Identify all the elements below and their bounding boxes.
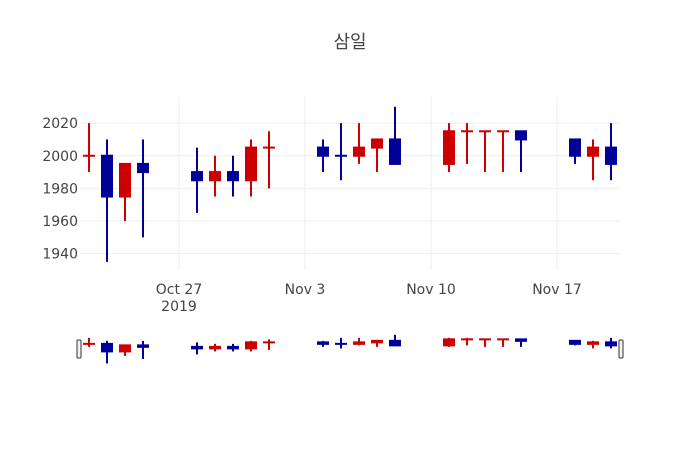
- slider-candle: [497, 338, 509, 347]
- slider-candle: [263, 339, 275, 350]
- y-tick-label: 2000: [42, 149, 78, 165]
- candle[interactable]: [605, 123, 617, 181]
- candle[interactable]: [317, 139, 329, 173]
- slider-candle: [245, 340, 257, 352]
- candle[interactable]: [479, 130, 491, 173]
- candle-body: [389, 138, 401, 165]
- candle-body: [479, 130, 491, 133]
- candle[interactable]: [191, 147, 203, 213]
- candle-body: [209, 171, 221, 182]
- x-tick-year-label: 2019: [161, 299, 197, 315]
- candle[interactable]: [101, 139, 113, 262]
- candles-main[interactable]: [83, 106, 617, 262]
- chart-title: 삼일: [333, 32, 367, 53]
- candle[interactable]: [569, 138, 581, 164]
- candle[interactable]: [335, 123, 347, 181]
- slider-candle: [353, 337, 365, 346]
- candle-body: [263, 146, 275, 149]
- slider-candle: [443, 337, 455, 347]
- slider-candle: [587, 340, 599, 349]
- candle[interactable]: [389, 106, 401, 165]
- candle-body: [587, 146, 599, 157]
- range-slider-left-handle[interactable]: [76, 339, 82, 359]
- candle[interactable]: [119, 162, 131, 222]
- x-tick-label: Nov 3: [285, 282, 326, 298]
- slider-candle: [83, 337, 95, 347]
- y-tick-label: 1980: [42, 181, 78, 197]
- x-tick-label: Nov 10: [406, 282, 456, 298]
- candle[interactable]: [443, 123, 455, 173]
- candle[interactable]: [461, 123, 473, 164]
- candle[interactable]: [353, 123, 365, 164]
- candle[interactable]: [515, 130, 527, 173]
- candle-body: [83, 154, 95, 157]
- slider-candle: [137, 340, 149, 359]
- slider-candle: [335, 337, 347, 349]
- candle-body: [101, 154, 113, 198]
- candle-body: [371, 138, 383, 149]
- slider-candle: [605, 337, 617, 349]
- candle-body: [227, 171, 239, 182]
- candle-body: [515, 130, 527, 141]
- y-tick-label: 1960: [42, 214, 78, 230]
- slider-candle: [371, 339, 383, 347]
- slider-candle: [227, 343, 239, 352]
- gridlines: [80, 97, 620, 270]
- range-slider-right-handle[interactable]: [618, 339, 624, 359]
- candle-body: [461, 130, 473, 133]
- candle[interactable]: [587, 139, 599, 181]
- slider-candle: [515, 338, 527, 347]
- slider-candle: [479, 338, 491, 347]
- candle[interactable]: [137, 139, 149, 238]
- candle-body: [443, 130, 455, 165]
- slider-candle: [209, 343, 221, 352]
- slider-candle: [317, 340, 329, 347]
- slider-candle: [569, 339, 581, 346]
- candle[interactable]: [497, 130, 509, 173]
- x-tick-label: Oct 27: [156, 282, 202, 298]
- candle-body: [353, 146, 365, 157]
- candle[interactable]: [209, 155, 221, 197]
- candle-body: [569, 138, 581, 157]
- slider-candle: [461, 337, 473, 346]
- candle[interactable]: [83, 123, 95, 173]
- candle-body: [605, 146, 617, 165]
- candle-body: [335, 154, 347, 157]
- y-axis-ticks: 1940 1960 1980 2000 2020: [42, 116, 78, 263]
- range-slider[interactable]: [76, 334, 624, 364]
- candle-body: [191, 171, 203, 182]
- candle-body: [245, 146, 257, 182]
- x-tick-label: Nov 17: [532, 282, 582, 298]
- candle[interactable]: [263, 131, 275, 189]
- slider-candle: [101, 340, 113, 364]
- slider-candle: [119, 344, 131, 356]
- y-tick-label: 1940: [42, 247, 78, 263]
- candle-body: [497, 130, 509, 133]
- candle[interactable]: [371, 138, 383, 173]
- y-tick-label: 2020: [42, 116, 78, 132]
- candle[interactable]: [245, 139, 257, 197]
- candle[interactable]: [227, 155, 239, 197]
- candle-body: [317, 146, 329, 157]
- slider-candle: [191, 342, 203, 355]
- candle-body: [137, 162, 149, 174]
- candle-body: [119, 162, 131, 198]
- slider-candle: [389, 334, 401, 347]
